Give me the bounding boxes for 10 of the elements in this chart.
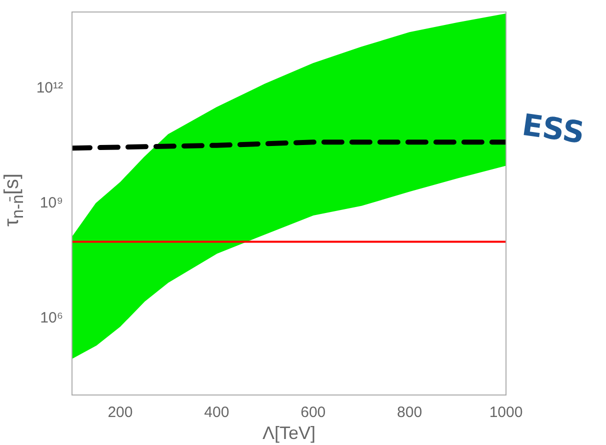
x-tick-label: 1000: [489, 404, 523, 422]
y-tick-label: 10⁹: [40, 194, 63, 212]
x-tick-label: 600: [300, 404, 326, 422]
y-tick-label: 10¹²: [36, 80, 63, 97]
text: ESS: [520, 108, 586, 152]
x-axis-title: Λ[TeV]: [262, 423, 316, 444]
x-tick-label: 800: [397, 404, 422, 422]
y-tick-label: 10⁶: [40, 310, 63, 327]
x-tick-label: 400: [204, 404, 230, 422]
x-tick-label: 200: [108, 404, 133, 422]
